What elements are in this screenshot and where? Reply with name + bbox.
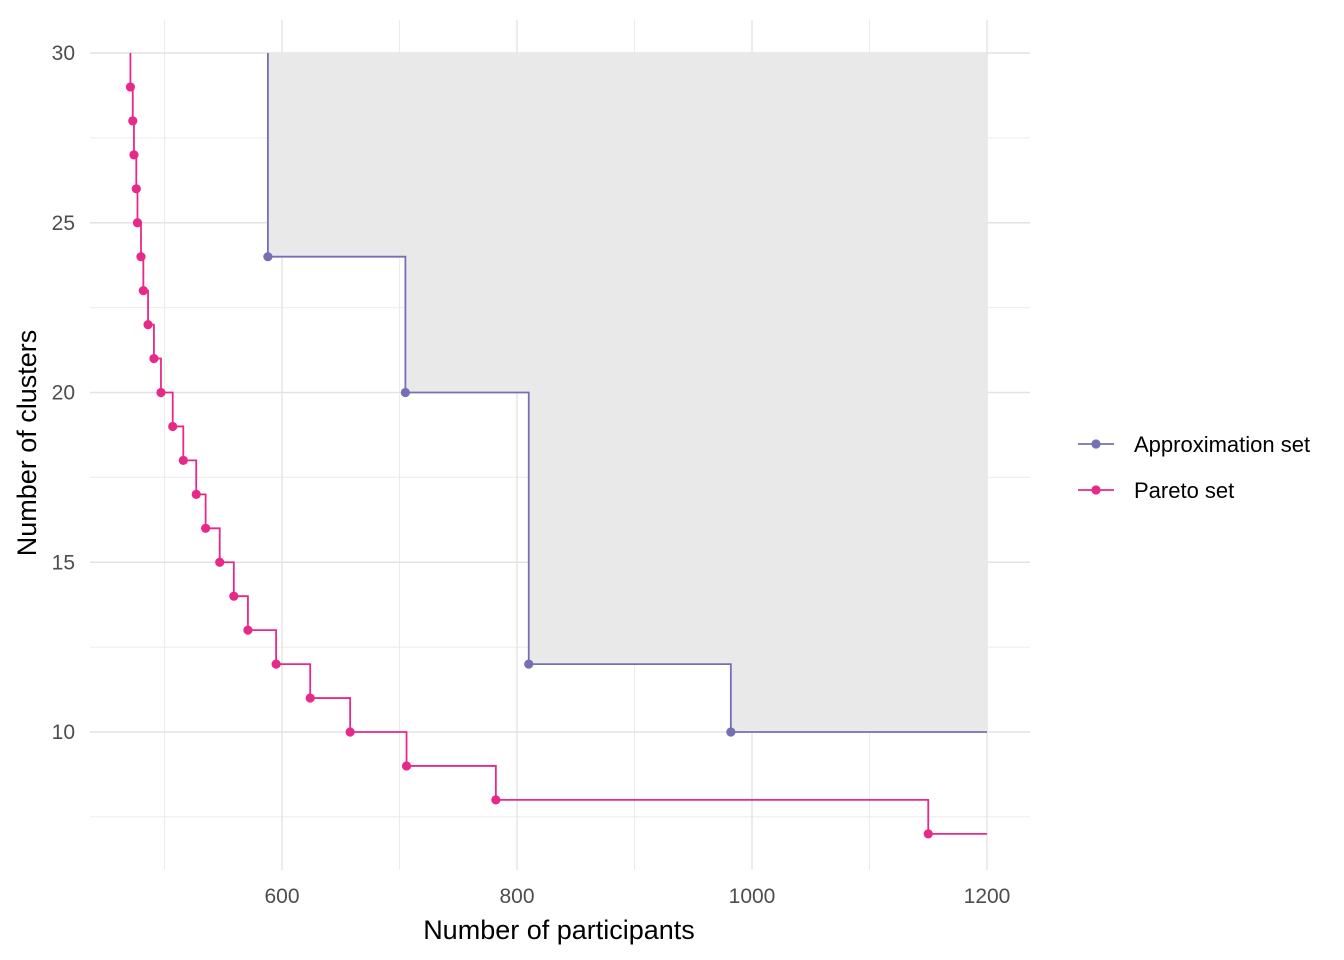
y-tick-label: 20 [52,382,75,405]
x-tick-label: 1000 [729,885,776,908]
approximation-set-point [726,727,736,737]
y-tick-label: 25 [52,212,75,235]
approximation-set-legend-label: Approximation set [1134,432,1310,457]
approximation-set-point [400,387,410,398]
pareto-set-point [243,625,253,635]
y-axis-title: Number of clusters [12,330,42,557]
y-tick-label: 15 [52,551,75,574]
pareto-set-point [923,829,933,839]
pareto-set-point [168,421,178,432]
pareto-set-point [491,795,501,805]
y-tick-label: 10 [52,721,75,744]
pareto-set-legend-key-point [1091,485,1101,495]
approximation-set-point [524,659,534,669]
pareto-set-point [143,320,153,330]
pareto-set-point [149,353,159,364]
pareto-set-point [271,659,281,669]
pareto-set-point [345,727,355,737]
pareto-set-point [178,455,188,465]
approximation-set-line [267,53,987,733]
pareto-set-point [201,523,211,533]
series-layer [125,53,987,839]
x-tick-label: 600 [264,885,299,908]
x-tick-label: 800 [499,885,534,908]
pareto-set-point [156,387,166,398]
x-tick-label: 1200 [964,885,1011,908]
pareto-set-point [132,218,143,228]
pareto-set-point [131,184,141,194]
dominated-region [267,53,987,732]
x-axis-title: Number of participants [423,915,695,945]
pareto-set-point [191,489,201,499]
tick-labels: 600 800 1000 1200 10 15 20 25 30 [52,42,1011,908]
y-tick-label: 30 [52,42,75,65]
pareto-set-point [138,286,148,296]
approximation-set-point [263,252,273,262]
approximation-set-legend-key-point [1091,439,1101,449]
pareto-set-legend-label: Pareto set [1134,478,1234,503]
pareto-set-point [129,150,139,160]
legend: Approximation set Pareto set [1078,432,1310,503]
pareto-set-point [401,761,412,771]
pareto-set-point [136,252,146,262]
pareto-set-point [128,116,138,126]
pareto-set-point [125,82,136,92]
pareto-set-point [305,693,315,703]
pareto-set-point [215,557,225,567]
pareto-set-point [229,591,239,601]
